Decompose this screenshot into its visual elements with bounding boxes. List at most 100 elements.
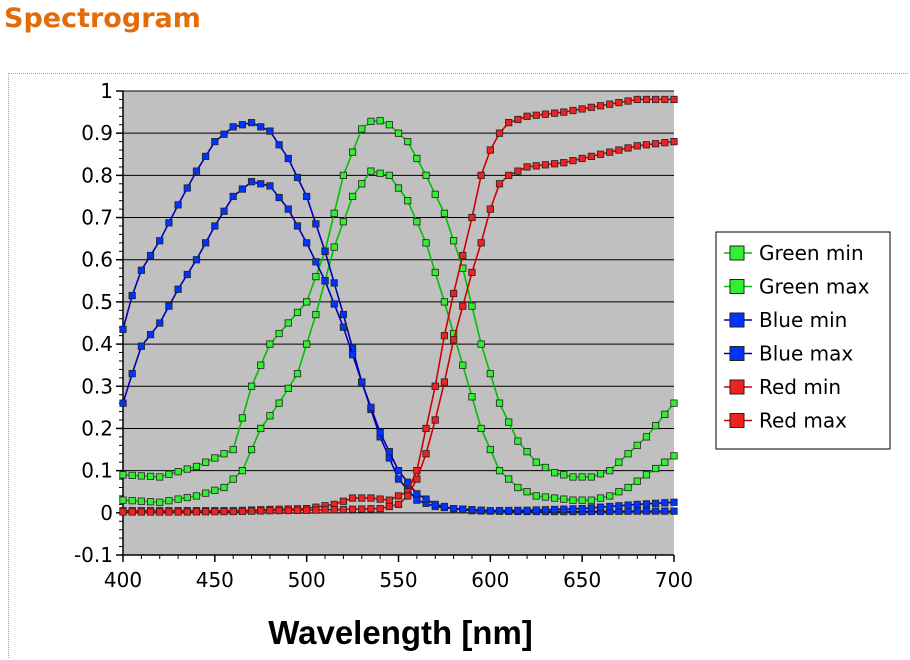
data-point [652,95,660,104]
data-point [174,508,182,516]
data-point [312,220,320,228]
data-point [119,325,127,333]
legend-label: Red min [759,375,841,399]
data-point [440,378,449,386]
data-point [293,506,302,514]
data-point [596,503,605,511]
data-point [348,351,357,359]
data-point [413,475,421,483]
data-point [541,506,550,514]
data-point [367,403,375,411]
data-point [541,493,550,501]
data-point [128,370,136,378]
data-point [551,505,559,514]
data-point [652,140,660,148]
data-point [275,399,283,407]
data-point [229,445,237,454]
data-point [238,467,246,475]
data-point [642,471,651,479]
data-point [413,496,421,504]
data-point [495,507,504,515]
data-point [385,448,393,456]
data-point [202,239,210,247]
data-point [312,506,320,514]
y-tick-label: 0.1 [81,459,113,483]
data-point [431,382,439,390]
y-tick-label: 0 [100,501,113,525]
data-point [560,159,568,167]
data-point [220,207,228,215]
data-point [486,507,494,515]
data-point [578,154,586,163]
series-red-max [119,138,678,516]
data-point [257,180,265,188]
x-tick-label: 450 [196,568,234,592]
data-point [642,500,651,508]
y-tick-label: 0.3 [81,374,113,398]
data-point [183,270,191,279]
y-tick-label: -0.1 [74,543,113,567]
data-point [165,219,173,227]
data-point [247,507,256,515]
data-point [578,504,586,513]
legend-label: Blue max [759,342,853,366]
data-point [652,464,660,473]
data-point [606,467,614,475]
data-point [137,508,145,516]
data-point [615,502,623,510]
data-point [596,494,605,502]
data-point [385,496,393,504]
data-point [284,205,292,213]
y-tick-label: 0.6 [81,248,113,272]
data-point [505,506,513,515]
data-point [440,332,449,340]
x-tick-label: 500 [288,568,326,592]
data-point [247,178,256,186]
data-point [606,148,614,156]
data-point [137,342,145,350]
data-point [348,494,357,502]
data-point [202,152,210,160]
x-tick-label: 400 [104,568,142,592]
data-point [661,458,669,466]
data-point [541,161,550,169]
data-point [449,237,458,245]
data-point [449,289,458,298]
y-tick-label: 1 [100,79,113,103]
data-point [348,192,357,201]
data-point [615,99,623,107]
data-point [293,308,302,317]
data-point [330,243,338,251]
data-point [670,399,678,407]
data-point [449,504,458,513]
data-point [156,508,164,516]
y-tick-label: 0.5 [81,290,113,314]
data-point [266,412,274,420]
x-tick-label: 600 [471,568,509,592]
data-point [670,95,678,104]
data-point [661,95,669,104]
data-point [137,472,145,480]
data-point [376,169,384,177]
data-point [532,162,540,170]
data-point [348,505,357,513]
data-point [220,483,228,492]
series-green-max [119,167,678,506]
data-point [257,123,265,131]
data-point [514,483,522,492]
data-point [615,458,623,466]
data-point [633,477,641,485]
data-point [661,139,669,147]
series-green-min [119,117,678,481]
data-point [569,106,577,115]
data-point [532,111,540,119]
data-point [394,184,403,192]
data-point [431,268,439,276]
data-point [505,171,513,179]
data-point [321,247,329,255]
data-point [146,498,155,506]
data-point [578,496,586,504]
data-point [137,497,145,505]
data-point [358,180,366,188]
data-point [587,103,595,111]
